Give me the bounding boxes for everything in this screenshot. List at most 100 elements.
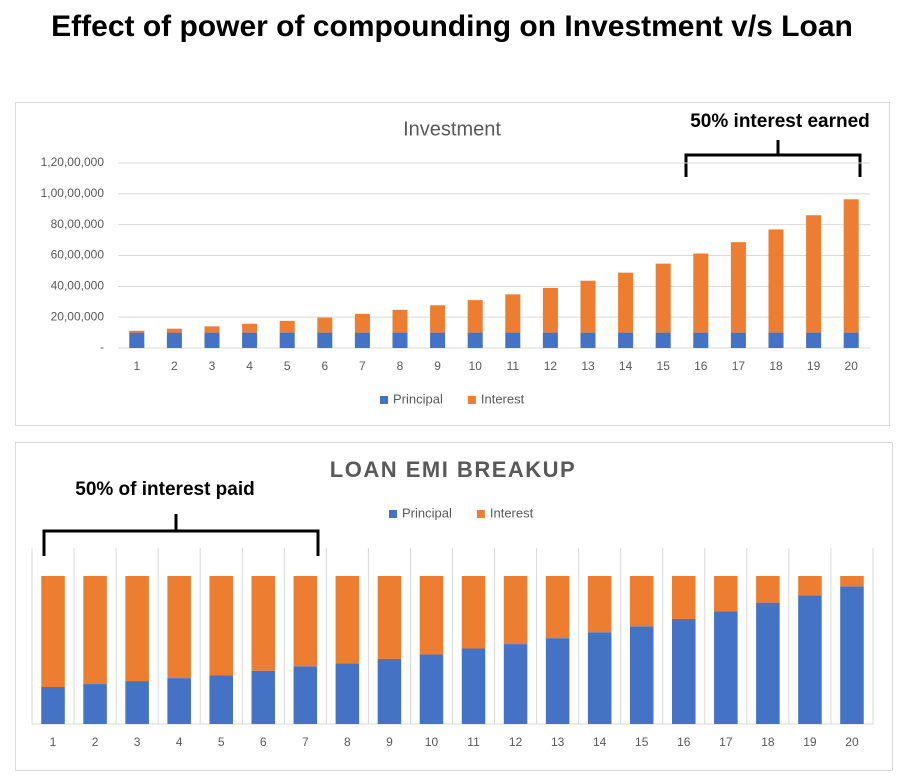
bar-segment	[392, 309, 408, 333]
bar-segment	[467, 300, 483, 333]
legend-label: Principal	[393, 391, 443, 406]
x-tick-label: 5	[218, 735, 225, 749]
x-tick-label: 10	[425, 735, 439, 749]
bar-segment	[542, 287, 558, 333]
bar-segment	[693, 332, 709, 348]
bar-segment	[83, 684, 107, 724]
bar-segment	[806, 215, 822, 333]
bar-segment	[242, 323, 258, 333]
bar-segment	[756, 576, 780, 603]
bar-segment	[768, 229, 784, 333]
legend-label: Principal	[402, 505, 452, 520]
bar-segment	[242, 332, 258, 348]
bar-segment	[768, 332, 784, 348]
bar-segment	[41, 576, 65, 687]
bar-segment	[377, 658, 402, 724]
x-tick-label: 18	[769, 359, 783, 373]
y-tick-label: 60,00,000	[51, 248, 105, 262]
y-tick-label: 40,00,000	[51, 279, 105, 293]
bar-segment	[41, 687, 65, 724]
x-tick-label: 3	[209, 359, 216, 373]
bar-segment	[505, 294, 521, 333]
bar-segment	[545, 576, 570, 639]
bar-segment	[354, 313, 370, 333]
chart-panel	[15, 102, 890, 426]
bar-segment	[840, 586, 864, 724]
annotation: 50% interest earned	[690, 111, 870, 132]
x-tick-label: 8	[397, 359, 404, 373]
bar-segment	[129, 330, 145, 333]
bar-segment	[354, 332, 370, 348]
bar-segment	[335, 663, 360, 724]
bar-segment	[204, 332, 220, 348]
bar-segment	[806, 332, 822, 348]
bar-segment	[545, 638, 570, 724]
chart-title: LOAN EMI BREAKUP	[330, 457, 576, 482]
bar-segment	[629, 576, 654, 627]
bar-segment	[714, 576, 738, 612]
bar-segment	[204, 326, 220, 333]
bar-segment	[461, 576, 486, 649]
x-tick-label: 13	[581, 359, 595, 373]
bar-segment	[467, 332, 483, 348]
x-tick-label: 7	[302, 735, 309, 749]
bar-segment	[655, 332, 671, 348]
x-tick-label: 3	[134, 735, 141, 749]
bar-segment	[580, 332, 596, 348]
bar-segment	[317, 332, 333, 348]
bar-segment	[392, 332, 408, 348]
x-tick-label: 15	[657, 359, 671, 373]
y-tick-label: 20,00,000	[51, 309, 105, 323]
bar-segment	[798, 595, 822, 724]
y-tick-label: 1,00,00,000	[41, 186, 105, 200]
legend-swatch	[476, 510, 485, 518]
legend-swatch	[389, 510, 397, 518]
bar-segment	[83, 576, 107, 685]
bar-segment	[293, 666, 318, 724]
x-tick-label: 11	[467, 735, 480, 749]
x-tick-label: 8	[344, 735, 351, 749]
bar-segment	[125, 576, 149, 682]
x-tick-label: 5	[284, 359, 291, 373]
x-tick-label: 16	[677, 735, 691, 749]
legend-swatch	[380, 396, 388, 404]
bar-segment	[317, 317, 333, 333]
bar-segment	[209, 675, 233, 724]
bar-segment	[166, 328, 182, 333]
bar-segment	[730, 332, 746, 348]
bar-segment	[756, 602, 780, 724]
bar-segment	[419, 654, 444, 724]
bar-segment	[672, 618, 696, 724]
legend-label: Interest	[490, 505, 534, 520]
x-tick-label: 12	[509, 735, 523, 749]
x-tick-label: 2	[171, 359, 178, 373]
x-tick-label: 16	[694, 359, 708, 373]
x-tick-label: 6	[260, 735, 267, 749]
bar-segment	[167, 576, 191, 679]
bar-segment	[714, 611, 738, 724]
x-tick-label: 12	[544, 359, 558, 373]
annotation: 50% of interest paid	[75, 479, 255, 500]
x-tick-label: 15	[635, 735, 649, 749]
bar-segment	[542, 332, 558, 348]
x-tick-label: 14	[593, 735, 607, 749]
bar-segment	[279, 320, 295, 333]
x-tick-label: 10	[469, 359, 483, 373]
x-tick-label: 17	[719, 735, 733, 749]
bar-segment	[167, 678, 191, 724]
legend-label: Interest	[481, 391, 525, 406]
x-tick-label: 18	[761, 735, 775, 749]
bar-segment	[503, 576, 528, 645]
bar-segment	[843, 199, 859, 333]
bar-segment	[279, 332, 295, 348]
bar-segment	[335, 576, 360, 664]
legend-swatch	[467, 396, 476, 404]
y-tick-label: 80,00,000	[51, 217, 105, 231]
bar-segment	[587, 632, 612, 724]
bar-segment	[461, 648, 486, 724]
bar-segment	[672, 576, 696, 619]
bracket	[42, 514, 320, 556]
x-tick-label: 20	[845, 735, 859, 749]
x-tick-label: 14	[619, 359, 633, 373]
